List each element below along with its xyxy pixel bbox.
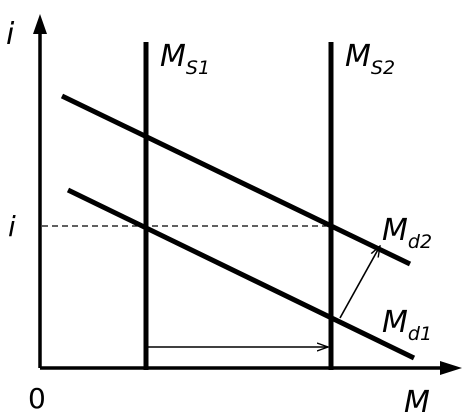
x-axis-label: M [404, 385, 430, 416]
label-ms2: MS2 [345, 39, 395, 79]
label-md2-main: M [382, 213, 408, 248]
label-ms1-main: M [160, 39, 186, 74]
y-axis-label: i [6, 17, 15, 52]
demand-curve-md2 [60, 93, 412, 267]
x-axis-arrow-icon [440, 361, 462, 375]
demand-curve-md1 [66, 187, 416, 361]
label-md1-main: M [382, 305, 408, 340]
label-ms2-sub: S2 [371, 57, 395, 79]
interest-rate-label: i [8, 210, 16, 243]
label-md2: Md2 [382, 213, 432, 253]
label-md2-sub: d2 [408, 231, 432, 253]
origin-label: 0 [28, 382, 46, 415]
label-ms1-sub: S1 [186, 57, 210, 79]
y-axis-arrow-icon [33, 14, 47, 34]
label-ms2-main: M [345, 39, 371, 74]
label-ms1: MS1 [160, 39, 210, 79]
label-md1: Md1 [382, 305, 432, 345]
demand-shift-arrow [339, 246, 380, 319]
label-md1-sub: d1 [408, 323, 432, 345]
